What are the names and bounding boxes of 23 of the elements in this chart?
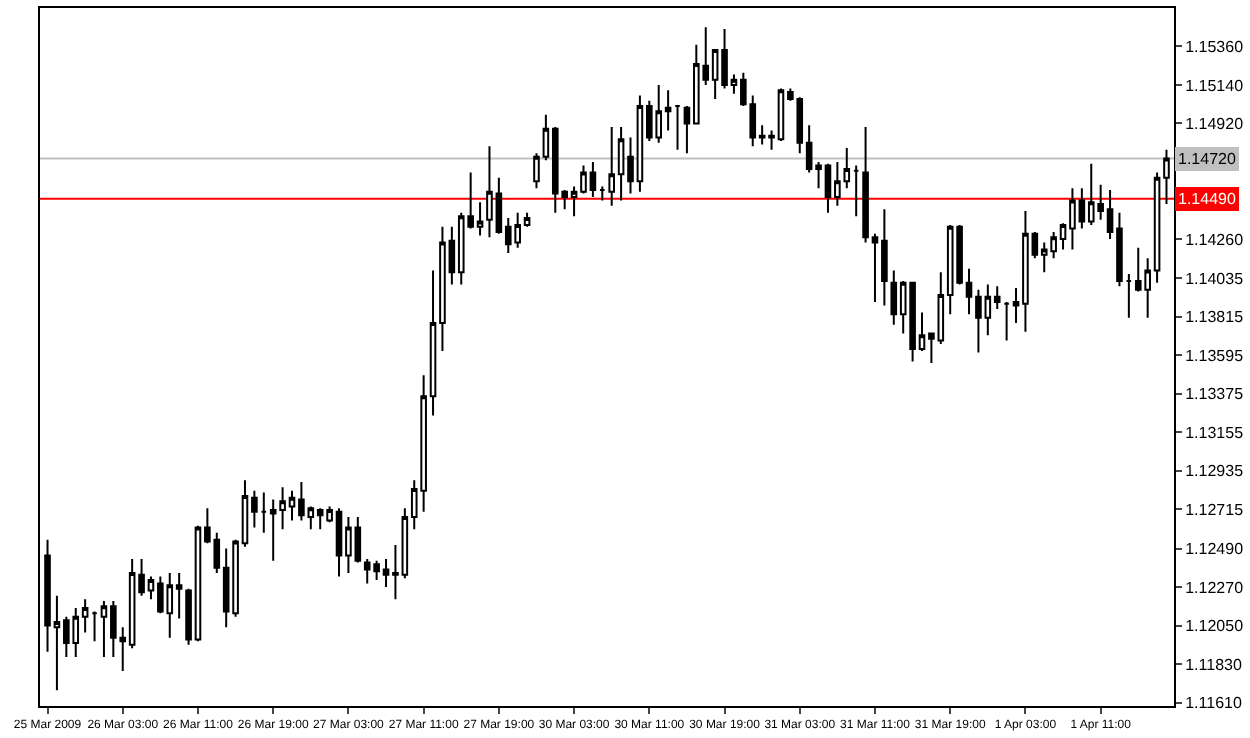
y-tick-label: 1.15360 bbox=[1185, 38, 1245, 57]
y-tick-label: 1.12490 bbox=[1185, 540, 1245, 559]
y-tick-label: 1.12715 bbox=[1185, 500, 1245, 519]
y-tick-label: 1.14035 bbox=[1185, 269, 1245, 288]
candlestick bbox=[1125, 272, 1133, 319]
ref-line-label: 1.14720 bbox=[1178, 150, 1237, 168]
y-tick-label: 1.15140 bbox=[1185, 76, 1245, 95]
y-tick-label: 1.14260 bbox=[1185, 230, 1245, 249]
candlestick bbox=[674, 104, 681, 151]
y-tick-label: 1.13155 bbox=[1185, 423, 1245, 442]
candlestick bbox=[1003, 300, 1010, 342]
y-tick-label: 1.12050 bbox=[1185, 617, 1245, 636]
candlestick bbox=[852, 164, 860, 218]
y-tick-label: 1.14920 bbox=[1185, 115, 1245, 134]
candlestick bbox=[91, 610, 98, 643]
y-tick-label: 1.11830 bbox=[1185, 655, 1243, 674]
y-tick-label: 1.13375 bbox=[1185, 385, 1245, 404]
y-tick-label: 1.11610 bbox=[1185, 694, 1243, 713]
y-tick-label: 1.12270 bbox=[1185, 578, 1245, 597]
ref-line-label: 1.14490 bbox=[1178, 190, 1237, 208]
y-tick-label: 1.13595 bbox=[1185, 346, 1245, 365]
y-tick-label: 1.12935 bbox=[1185, 462, 1245, 481]
y-tick-label: 1.13815 bbox=[1185, 308, 1245, 327]
